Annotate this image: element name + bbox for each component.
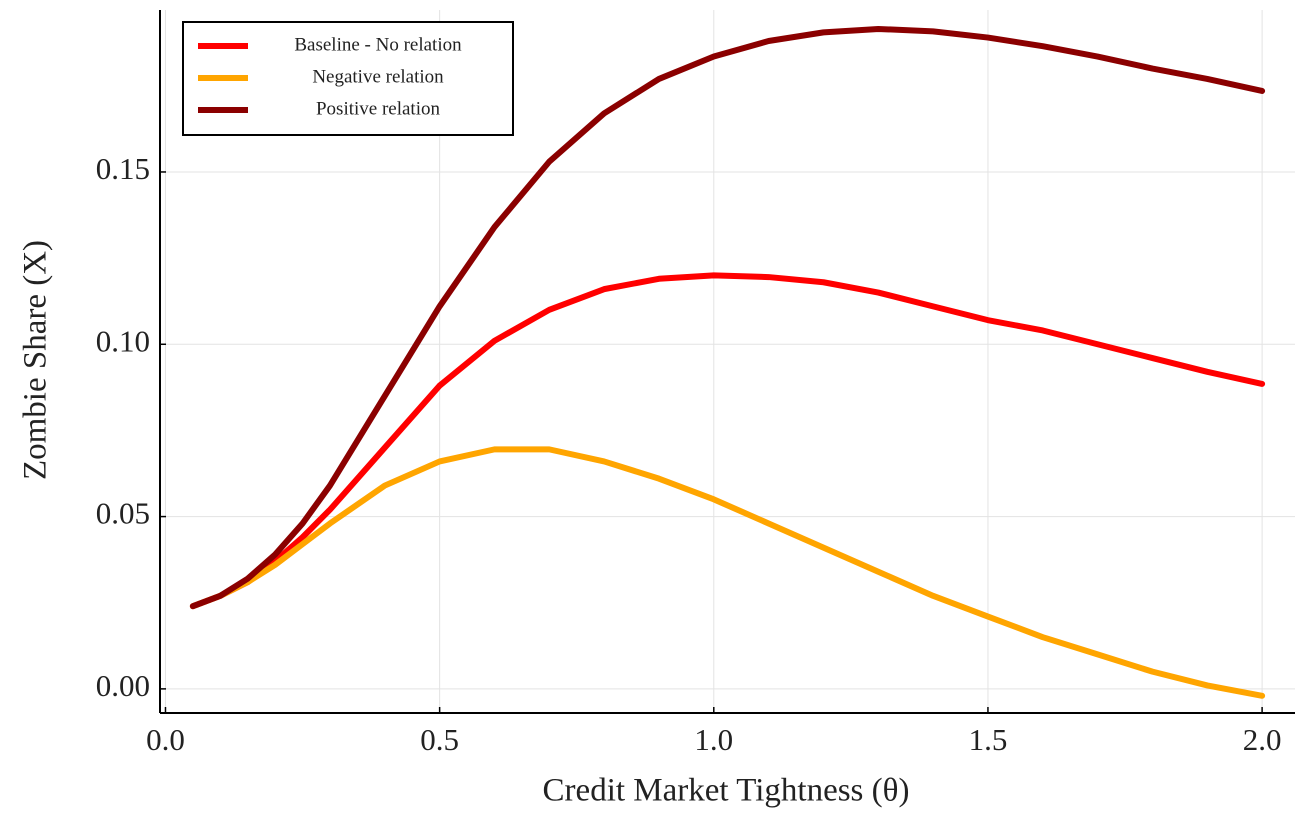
x-tick-label: 0.0 xyxy=(146,722,185,757)
legend-label: Baseline - No relation xyxy=(294,34,462,55)
x-tick-label: 2.0 xyxy=(1243,722,1282,757)
series-line xyxy=(189,272,1266,610)
x-tick-label: 0.5 xyxy=(420,722,459,757)
legend-label: Positive relation xyxy=(316,98,441,119)
y-tick-label: 0.10 xyxy=(96,323,150,358)
series-line xyxy=(189,446,1266,699)
x-tick-label: 1.5 xyxy=(969,722,1008,757)
series-line xyxy=(189,25,1266,610)
y-axis-label: Zombie Share (X) xyxy=(18,240,54,480)
legend-label: Negative relation xyxy=(312,66,444,87)
x-tick-label: 1.0 xyxy=(694,722,733,757)
x-axis-label: Credit Market Tightness (θ) xyxy=(543,773,910,809)
y-tick-label: 0.00 xyxy=(96,668,150,703)
y-tick-label: 0.05 xyxy=(96,496,150,531)
y-tick-label: 0.15 xyxy=(96,151,150,186)
